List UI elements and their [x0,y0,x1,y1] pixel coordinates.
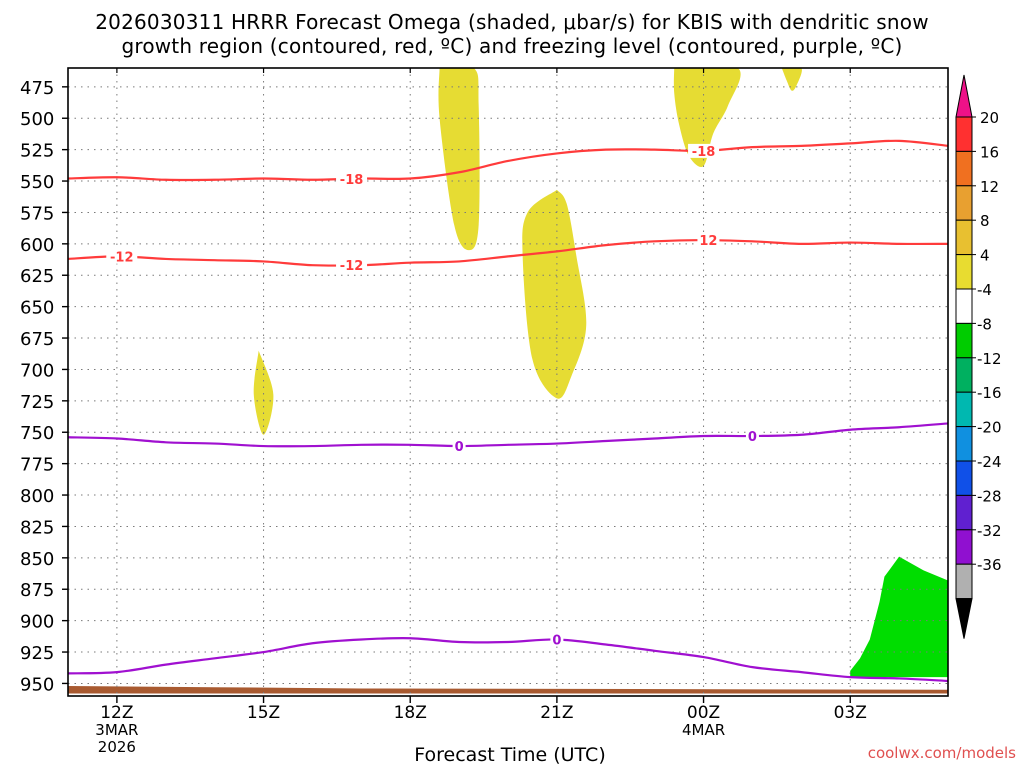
contour-label-bg [697,233,720,248]
colorbar-label: -36 [977,556,1002,574]
contour-label-bg [106,249,138,264]
y-tick-label: 600 [20,235,54,256]
x-tick-label: 12Z [100,703,133,723]
chart-subtitle: growth region (contoured, red, ºC) and f… [121,34,903,58]
x-axis-title: Forecast Time (UTC) [414,744,606,766]
colorbar-label: -12 [977,350,1002,368]
grid-lines [68,68,948,696]
omega-negative-region [850,556,948,678]
y-tick-label: 675 [20,329,54,350]
y-tick-label: 775 [20,455,54,476]
x-tick-label: 3MAR [95,721,138,739]
colorbar-label: -16 [977,384,1002,402]
contour-label: -12 [110,251,134,266]
y-tick-label: 525 [20,141,54,162]
colorbar-label: -28 [977,487,1002,505]
y-tick-label: 950 [20,674,54,695]
colorbar-segment [955,529,973,565]
contour-label: 0 [748,430,757,445]
contour-label: 0 [455,440,464,455]
terrain-fill [68,685,948,694]
x-tick-label: 00Z [687,703,720,723]
y-tick-label: 625 [20,266,54,287]
colorbar-segment [955,494,973,531]
y-tick-label: 750 [20,423,54,444]
x-tick-label: 2026 [98,738,136,756]
omega-positive-region [522,189,587,399]
omega-positive-region [673,68,741,167]
omega-positive-region [253,350,274,435]
contour-label: -12 [340,259,364,274]
y-tick-label: 800 [20,486,54,507]
colorbar-bottom-arrow [955,598,973,639]
x-tick-label: 03Z [834,703,867,723]
colorbar-segment [955,563,973,600]
colorbar-label: -24 [977,453,1002,471]
colorbar-segment [955,150,973,187]
contour-label-bg [688,143,720,158]
colorbar-label: -32 [977,522,1002,540]
colorbar-segment [955,391,973,428]
colorbar-segment [955,288,973,324]
y-tick-label: 475 [20,78,54,99]
x-tick-label: 4MAR [682,721,725,739]
contour-label: 0 [552,633,561,648]
contour-label: 12 [699,234,717,249]
contour-line [68,139,948,182]
contour-label: -18 [692,145,716,160]
colorbar-label: 8 [980,212,990,230]
colorbar-segment [955,322,973,359]
omega-positive-region [438,68,480,251]
contour-label-bg [550,632,564,647]
contour-lines: -18 -18 -12 -12 12 0 0 0 [68,139,948,683]
y-tick-label: 900 [20,612,54,633]
contour-label-bg [452,439,466,454]
colorbar-segment [955,254,973,290]
y-tick-label: 575 [20,203,54,224]
y-tick-label: 700 [20,360,54,381]
colorbar-segment [955,116,973,152]
y-tick-label: 500 [20,109,54,130]
contour-line [68,637,948,683]
omega-shading [68,68,948,694]
colorbar-segment [955,460,973,496]
y-tick-label: 925 [20,643,54,664]
y-tick-label: 850 [20,549,54,570]
colorbar-label: -8 [977,315,992,333]
y-tick-label: 550 [20,172,54,193]
colorbar-label: 4 [980,247,990,265]
contour-label-bg [745,429,759,444]
contour-line [68,422,948,448]
contour-label-bg [336,171,368,186]
y-tick-label: 725 [20,392,54,413]
contour-line [68,238,948,267]
colorbar-label: 20 [980,109,999,127]
plot-frame [67,67,949,697]
x-tick-label: 18Z [394,703,427,723]
y-tick-label: 650 [20,298,54,319]
omega-positive-region [781,68,802,91]
colorbar-segment [955,357,973,393]
colorbar-segment [955,219,973,256]
contour-label: -18 [340,173,364,188]
x-tick-label: 21Z [540,703,573,723]
chart-title: 2026030311 HRRR Forecast Omega (shaded, … [95,10,929,34]
site-credit[interactable]: coolwx.com/models [867,744,1016,762]
colorbar-label: 16 [980,143,999,161]
colorbar-segment [955,426,973,462]
colorbar-label: 12 [980,178,999,196]
colorbar-top-arrow [955,74,973,118]
colorbar-label: -20 [977,419,1002,437]
y-tick-label: 875 [20,580,54,601]
colorbar-segment [955,185,973,221]
contour-label-bg [336,258,368,273]
colorbar-label: -4 [977,281,992,299]
x-tick-label: 15Z [247,703,280,723]
y-tick-label: 825 [20,517,54,538]
colorbar: 20 16 12 8 4 -4 -8 -12 -16 -20 -24 -28 -32 -36 [955,74,1002,639]
